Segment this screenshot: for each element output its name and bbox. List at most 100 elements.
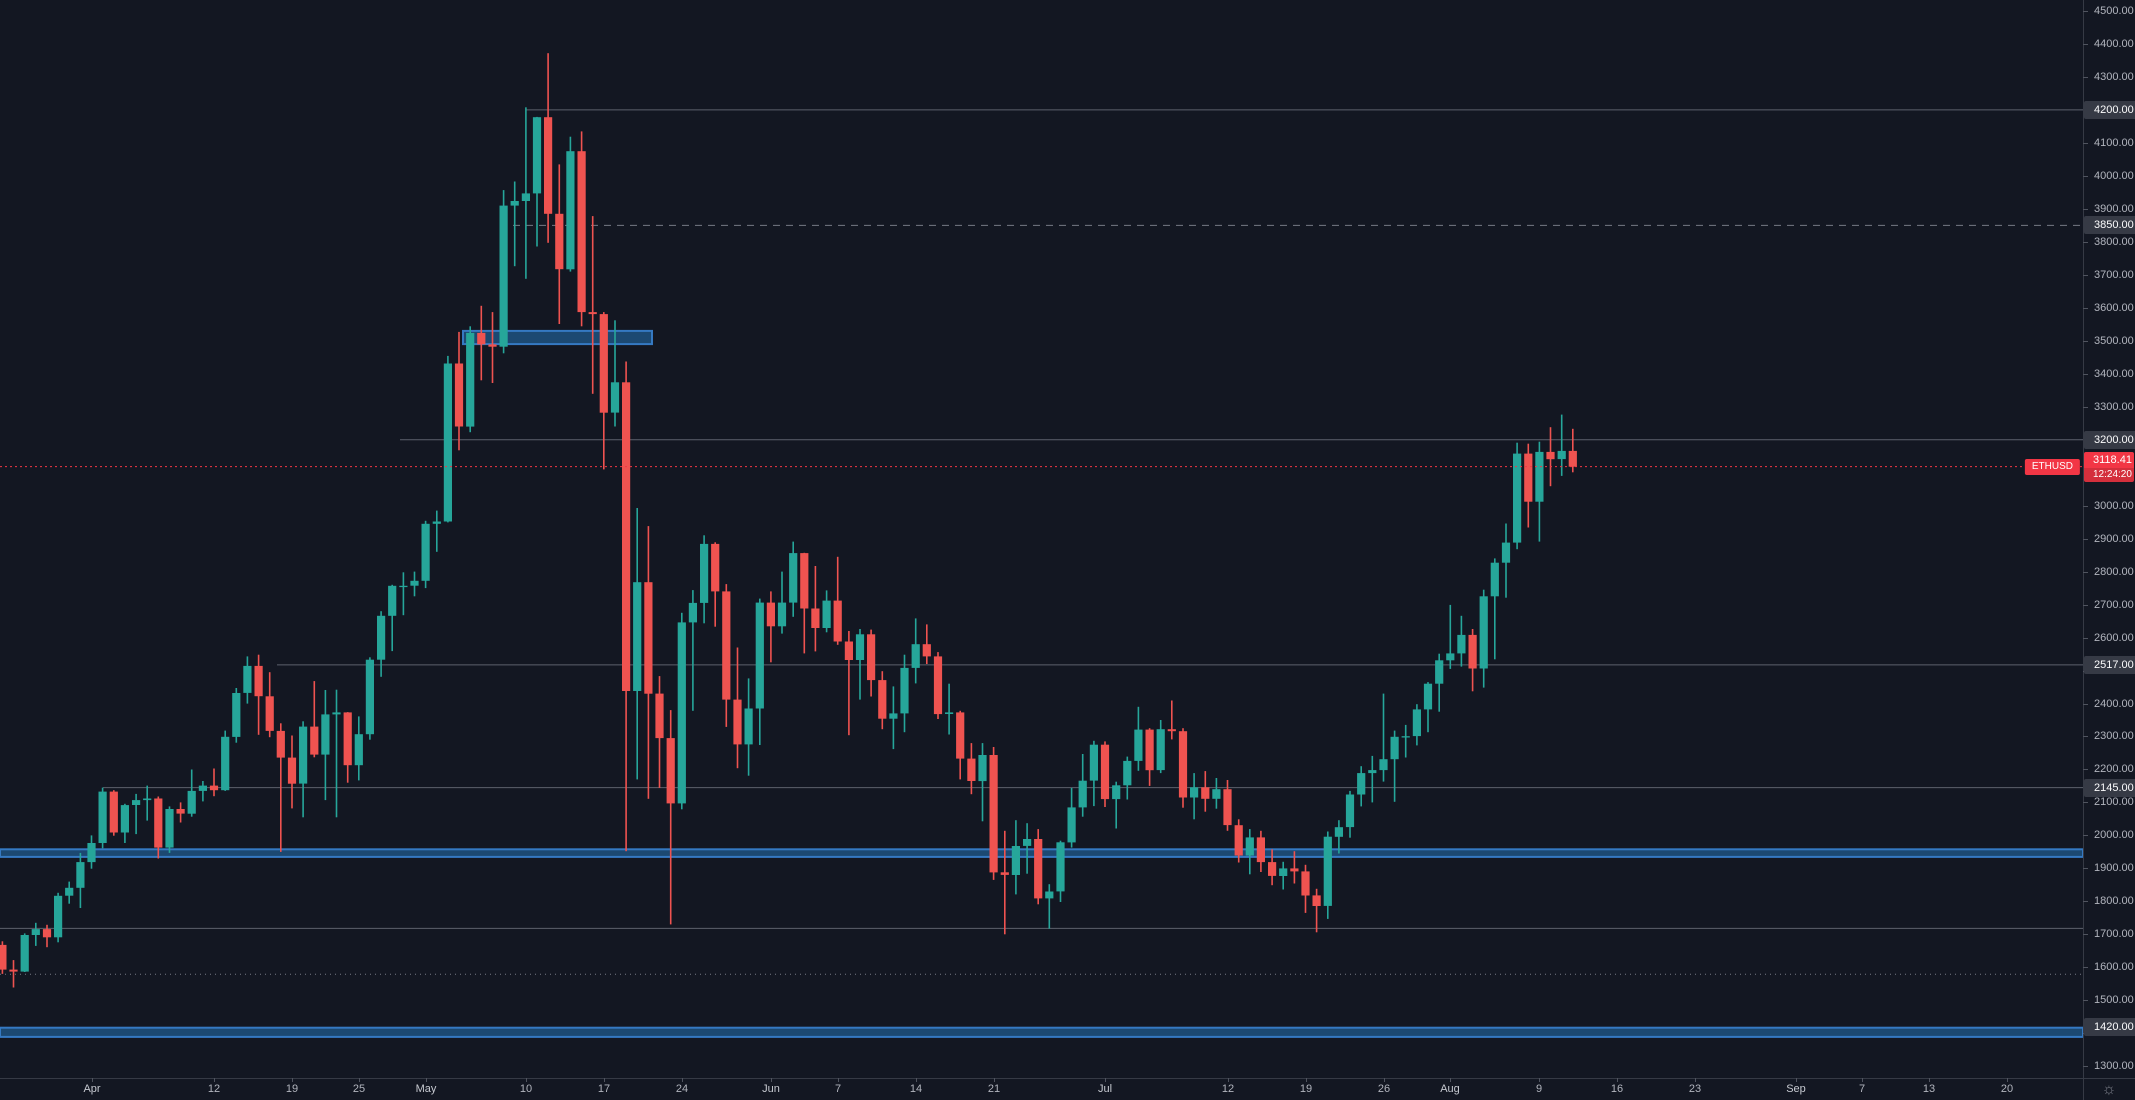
candle [655,693,664,739]
time-tick [838,1078,839,1082]
price-axis[interactable]: 4500.00 4400.00 4300.00 4100.00 4000.00 3900.… [2083,0,2135,1078]
candle [933,656,943,715]
candle [1011,846,1020,875]
candle [1123,760,1132,786]
candle [677,622,686,804]
candle [54,895,63,938]
price-level-badge: 2517.00 [2084,656,2135,674]
candle [1145,729,1154,771]
candle [1379,759,1388,771]
time-tick [1105,1078,1106,1082]
candle [722,591,731,700]
candle [98,791,107,843]
candle [1557,450,1566,460]
time-tick [1450,1078,1451,1082]
symbol-price-label[interactable]: ETHUSD [2024,459,2080,475]
candle [922,644,931,657]
time-tick [1539,1078,1540,1082]
candle [1056,842,1065,892]
time-axis-label: 9 [1535,1083,1543,1095]
candle [120,805,129,833]
price-tick [2083,835,2088,836]
candle [1023,839,1032,846]
price-axis-label: 2900.00 [2094,533,2134,545]
price-axis-label: 4500.00 [2094,5,2134,17]
price-tick [2083,638,2088,639]
candle [87,843,96,863]
time-axis[interactable]: Apr 12 19 25 May 10 17 24 Jun 7 14 21 Jul 12 19 26 Aug 9 1… [0,1078,2083,1100]
candle [365,659,374,735]
candle [777,602,787,627]
candle [254,665,263,697]
settings-icon[interactable]: ☼ [2101,1080,2117,1098]
candle [154,798,163,848]
candle [1323,836,1332,906]
candle [945,712,954,714]
candle [1089,744,1098,781]
candle [867,634,876,681]
candle [321,714,330,755]
candle [20,935,29,972]
candle [510,201,519,206]
price-axis-label: 2100.00 [2094,796,2134,808]
price-zone[interactable] [462,329,653,346]
candle [610,382,620,413]
candle [499,205,508,347]
candle [1457,634,1466,654]
price-tick [2083,539,2088,540]
candle [622,382,631,691]
time-tick [1617,1078,1618,1082]
time-tick [1695,1078,1696,1082]
price-axis-label: 3000.00 [2094,500,2134,512]
candle [711,543,720,592]
candle [555,213,564,270]
time-tick [1862,1078,1863,1082]
candle [566,151,575,270]
candle [588,312,597,315]
candle [666,738,675,804]
price-tick [2083,1066,2088,1067]
time-axis-label: Aug [1440,1083,1460,1095]
candle [1000,872,1009,875]
candle [1535,451,1544,502]
candle [287,757,297,784]
candle [198,785,207,791]
price-tick [2083,341,2088,342]
candle [1501,542,1511,563]
time-tick [682,1078,683,1082]
time-tick [771,1078,772,1082]
time-axis-label: 14 [909,1083,923,1095]
candle [466,332,475,427]
candle [1568,450,1577,467]
candle [644,582,653,694]
price-axis-label: 2200.00 [2094,763,2134,775]
price-axis-label: 1500.00 [2094,994,2134,1006]
price-tick [2083,572,2088,573]
price-axis-label: 1900.00 [2094,862,2134,874]
candle [209,785,219,791]
candle [187,790,196,814]
time-tick [426,1078,427,1082]
candle [76,862,85,888]
candle [299,726,308,784]
price-axis-label: 1300.00 [2094,1060,2134,1072]
price-tick [2083,967,2088,968]
price-zone[interactable] [0,1026,2083,1038]
price-tick [2083,176,2088,177]
candle [900,667,909,714]
candle [165,809,174,848]
candle [789,553,798,603]
time-axis-label: 7 [834,1083,842,1095]
price-tick [2083,901,2088,902]
price-axis-label: 3500.00 [2094,335,2134,347]
price-level-badge: 3850.00 [2084,216,2135,234]
candle [911,644,920,668]
candle [1256,837,1265,863]
candle [1479,596,1488,669]
candle [1401,736,1410,738]
price-axis-label: 4100.00 [2094,137,2134,149]
price-tick [2083,209,2088,210]
price-axis-label: 1700.00 [2094,928,2134,940]
price-axis-label: 2300.00 [2094,730,2134,742]
